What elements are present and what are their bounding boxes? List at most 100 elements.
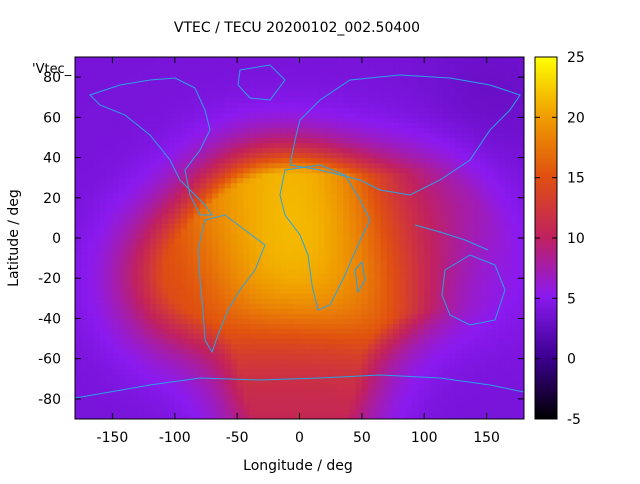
heatmap-cell: [380, 77, 388, 83]
heatmap-cell: [124, 393, 132, 400]
heatmap-cell: [417, 152, 425, 159]
heatmap-cell: [243, 393, 251, 400]
heatmap-cell: [118, 182, 126, 189]
heatmap-cell: [368, 413, 375, 419]
heatmap-cell: [93, 303, 101, 309]
heatmap-cell: [149, 187, 157, 194]
heatmap-cell: [436, 243, 444, 249]
heatmap-cell: [143, 353, 151, 360]
heatmap-cell: [249, 82, 257, 88]
heatmap-cell: [436, 107, 444, 113]
heatmap-cell: [237, 368, 244, 375]
heatmap-cell: [424, 162, 432, 169]
heatmap-cell: [81, 323, 89, 330]
heatmap-cell: [449, 157, 457, 164]
heatmap-cell: [156, 398, 163, 405]
heatmap-cell: [480, 92, 488, 98]
heatmap-cell: [442, 202, 450, 209]
heatmap-cell: [199, 238, 207, 244]
heatmap-cell: [511, 157, 519, 164]
heatmap-cell: [137, 132, 145, 139]
heatmap-cell: [368, 243, 375, 249]
heatmap-cell: [436, 202, 444, 209]
heatmap-cell: [417, 72, 425, 78]
heatmap-cell: [424, 117, 432, 123]
heatmap-cell: [299, 313, 307, 320]
heatmap-cell: [380, 222, 388, 229]
heatmap-cell: [99, 112, 107, 118]
heatmap-cell: [280, 383, 288, 390]
heatmap-cell: [243, 82, 251, 88]
heatmap-cell: [268, 202, 276, 209]
heatmap-cell: [436, 122, 444, 128]
heatmap-cell: [492, 202, 500, 209]
heatmap-cell: [199, 222, 207, 229]
heatmap-cell: [417, 217, 425, 224]
heatmap-cell: [262, 308, 269, 315]
heatmap-cell: [280, 333, 288, 340]
heatmap-cell: [112, 197, 120, 204]
heatmap-cell: [361, 132, 369, 139]
heatmap-cell: [430, 278, 438, 284]
heatmap-cell: [386, 373, 394, 380]
heatmap-cell: [156, 388, 163, 395]
heatmap-cell: [305, 313, 313, 320]
heatmap-cell: [349, 313, 357, 320]
heatmap-cell: [330, 288, 338, 294]
heatmap-cell: [181, 353, 188, 360]
heatmap-cell: [75, 358, 82, 365]
heatmap-cell: [143, 212, 151, 219]
heatmap-cell: [237, 87, 244, 93]
heatmap-cell: [436, 303, 444, 309]
heatmap-cell: [106, 258, 114, 264]
heatmap-cell: [218, 202, 226, 209]
heatmap-cell: [87, 348, 95, 355]
heatmap-cell: [374, 232, 382, 239]
heatmap-cell: [224, 358, 232, 365]
heatmap-cell: [386, 122, 394, 128]
heatmap-cell: [343, 378, 350, 385]
heatmap-cell: [168, 217, 176, 224]
heatmap-cell: [480, 288, 488, 294]
heatmap-cell: [224, 172, 232, 179]
heatmap-cell: [499, 117, 506, 123]
heatmap-cell: [380, 308, 388, 315]
heatmap-cell: [137, 212, 145, 219]
heatmap-cell: [349, 243, 357, 249]
heatmap-cell: [386, 212, 394, 219]
heatmap-cell: [449, 72, 457, 78]
heatmap-cell: [349, 162, 357, 169]
heatmap-cell: [505, 273, 513, 279]
heatmap-cell: [505, 323, 513, 330]
heatmap-cell: [131, 318, 138, 325]
heatmap-cell: [336, 248, 344, 254]
heatmap-cell: [143, 383, 151, 390]
heatmap-cell: [442, 268, 450, 274]
heatmap-cell: [486, 283, 494, 289]
heatmap-cell: [374, 393, 382, 400]
heatmap-cell: [168, 92, 176, 98]
heatmap-cell: [75, 102, 82, 108]
heatmap-cell: [162, 288, 170, 294]
heatmap-cell: [124, 408, 132, 415]
heatmap-cell: [293, 137, 301, 144]
heatmap-cell: [361, 97, 369, 103]
heatmap-cell: [311, 222, 319, 229]
heatmap-cell: [75, 207, 82, 214]
heatmap-cell: [449, 383, 457, 390]
heatmap-cell: [255, 358, 263, 365]
heatmap-cell: [461, 87, 469, 93]
heatmap-cell: [99, 403, 107, 410]
heatmap-cell: [405, 278, 413, 284]
heatmap-cell: [293, 373, 301, 380]
heatmap-cell: [330, 393, 338, 400]
heatmap-cell: [474, 398, 481, 405]
heatmap-cell: [411, 207, 419, 214]
heatmap-cell: [343, 328, 350, 335]
heatmap-cell: [336, 328, 344, 335]
heatmap-cell: [249, 293, 257, 299]
heatmap-cell: [162, 413, 170, 419]
heatmap-cell: [474, 323, 481, 330]
heatmap-cell: [380, 303, 388, 309]
heatmap-cell: [399, 408, 407, 415]
